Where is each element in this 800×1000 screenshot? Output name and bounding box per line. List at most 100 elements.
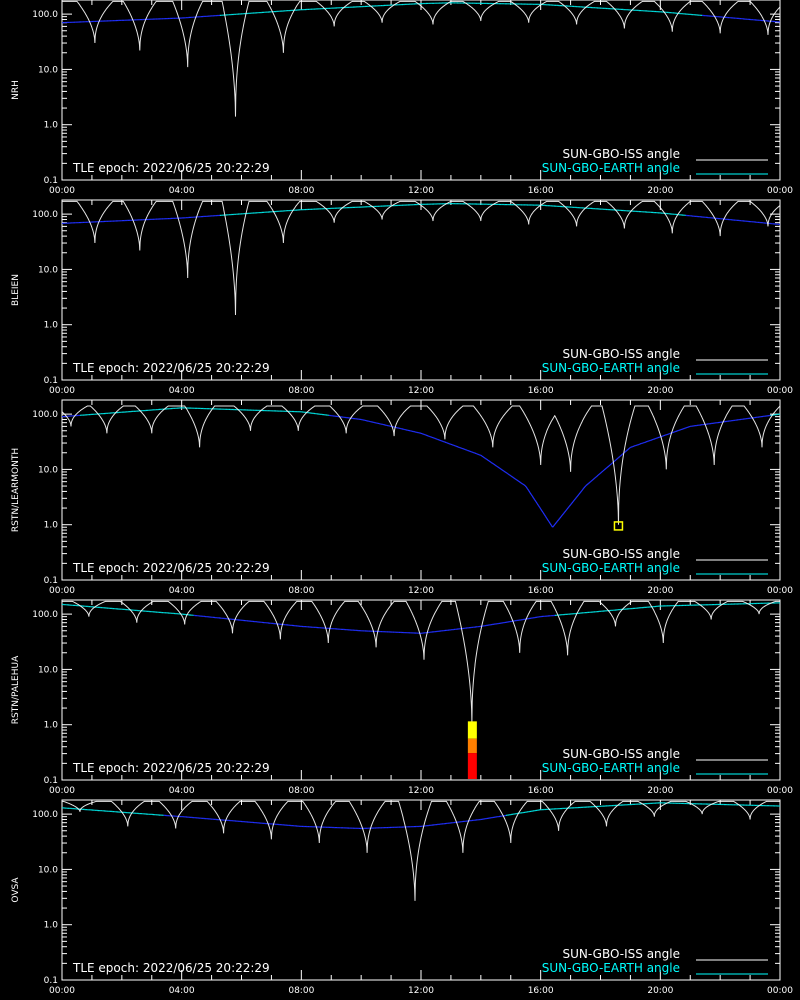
earth-angle-segment [500,468,503,471]
earth-angle-segment [481,455,484,458]
tle-epoch-label: TLE epoch: 2022/06/25 20:22:29 [72,761,270,775]
earth-angle-segment [546,517,549,521]
earth-angle-segment [482,456,485,459]
earth-angle-segment [445,441,448,444]
earth-angle-segment [518,481,521,483]
legend-iss-label: SUN-GBO-ISS angle [563,547,680,561]
y-axis-label: OVSA [11,877,21,903]
earth-angle-segment [656,437,659,439]
earth-angle-segment [618,456,621,459]
earth-angle-segment [427,435,430,437]
x-tick-label: 20:00 [647,386,673,396]
earth-angle-segment [494,464,497,467]
x-tick-label: 04:00 [169,186,195,196]
earth-angle-segment [615,458,618,461]
earth-angle-segment [552,525,555,528]
y-tick-label: 10.0 [38,865,58,875]
y-tick-label: 100.0 [32,210,58,220]
earth-angle-segment [506,472,509,475]
earth-angle-segment [577,493,580,497]
earth-angle-segment [488,460,491,463]
earth-angle-segment [574,496,578,500]
earth-angle-segment [586,483,589,485]
earth-angle-segment [628,446,631,449]
earth-angle-segment [565,508,568,512]
y-tick-label: 0.1 [44,976,58,986]
earth-angle-segment [607,465,610,468]
conjunction-marker [613,521,624,531]
earth-angle-segment [592,477,595,480]
earth-angle-segment [685,427,687,429]
earth-angle-segment [512,476,515,479]
earth-angle-segment [598,472,601,475]
tle-epoch-label: TLE epoch: 2022/06/25 20:22:29 [72,561,270,575]
earth-angle-segment [548,521,551,524]
earth-angle-segment [595,475,598,478]
tle-epoch-label: TLE epoch: 2022/06/25 20:22:29 [72,161,270,175]
earth-angle-segment [484,457,486,460]
earth-angle-segment [560,514,563,518]
earth-angle-segment [486,458,489,461]
y-axis-label: NRH [11,80,21,100]
earth-angle-segment [603,468,606,471]
x-tick-label: 20:00 [647,786,673,796]
earth-angle-segment [614,459,617,462]
earth-angle-segment [572,499,575,503]
earth-angle-segment [527,488,530,491]
earth-angle-segment [626,449,629,451]
earth-angle-segment [555,520,558,524]
y-tick-label: 0.1 [44,376,58,386]
intensity-bar-red [467,753,477,779]
earth-angle-segment [591,478,594,481]
earth-angle-segment [472,451,474,454]
earth-angle-segment [521,482,524,485]
earth-angle-segment [619,455,622,458]
x-tick-label: 08:00 [288,586,314,596]
iss-angle-line [61,405,781,525]
earth-angle-segment [590,479,593,482]
iss-angle-line [62,0,781,117]
earth-angle-segment [525,486,528,490]
earth-angle-segment [439,439,442,442]
intensity-bar-orange [467,738,477,754]
panel-nrh: 100.010.01.00.100:00 04:00 08:00 12:00 16:00… [11,0,793,196]
earth-angle-segment [602,469,605,472]
earth-angle-segment [460,447,462,449]
earth-angle-segment [508,473,510,476]
earth-angle-segment [613,460,616,463]
earth-angle-segment [600,471,603,474]
earth-angle-segment [585,484,588,486]
earth-angle-segment [673,431,675,433]
earth-angle-segment [490,461,492,464]
legend-earth-label: SUN-GBO-EARTH angle [542,761,680,775]
y-axis-label: RSTN/PALEHUA [11,655,21,724]
earth-angle-segment [522,483,525,486]
x-tick-label: 00:00 [767,186,793,196]
y-tick-label: 0.1 [44,576,58,586]
earth-angle-segment [498,467,501,469]
earth-angle-segment [497,466,500,469]
earth-angle-segment [529,492,532,495]
x-tick-label: 16:00 [528,786,554,796]
earth-angle-segment [448,442,450,445]
panel-bleien: 100.010.01.00.100:00 04:00 08:00 12:00 16:00… [11,199,793,396]
earth-angle-segment [515,478,518,481]
earth-angle-segment [650,439,653,441]
x-tick-label: 00:00 [767,386,793,396]
x-tick-label: 16:00 [528,586,554,596]
earth-angle-segment [668,432,671,435]
earth-angle-segment [530,493,533,497]
earth-angle-segment [493,463,496,466]
x-tick-label: 08:00 [288,786,314,796]
earth-angle-segment [616,457,619,460]
earth-angle-segment [604,467,607,470]
earth-angle-segment [528,490,531,493]
intensity-bar-yellow [467,721,477,739]
x-tick-label: 12:00 [408,986,434,996]
earth-angle-segment [594,476,597,479]
earth-angle-segment [566,507,569,510]
x-tick-label: 12:00 [408,186,434,196]
legend-iss-label: SUN-GBO-ISS angle [563,347,680,361]
